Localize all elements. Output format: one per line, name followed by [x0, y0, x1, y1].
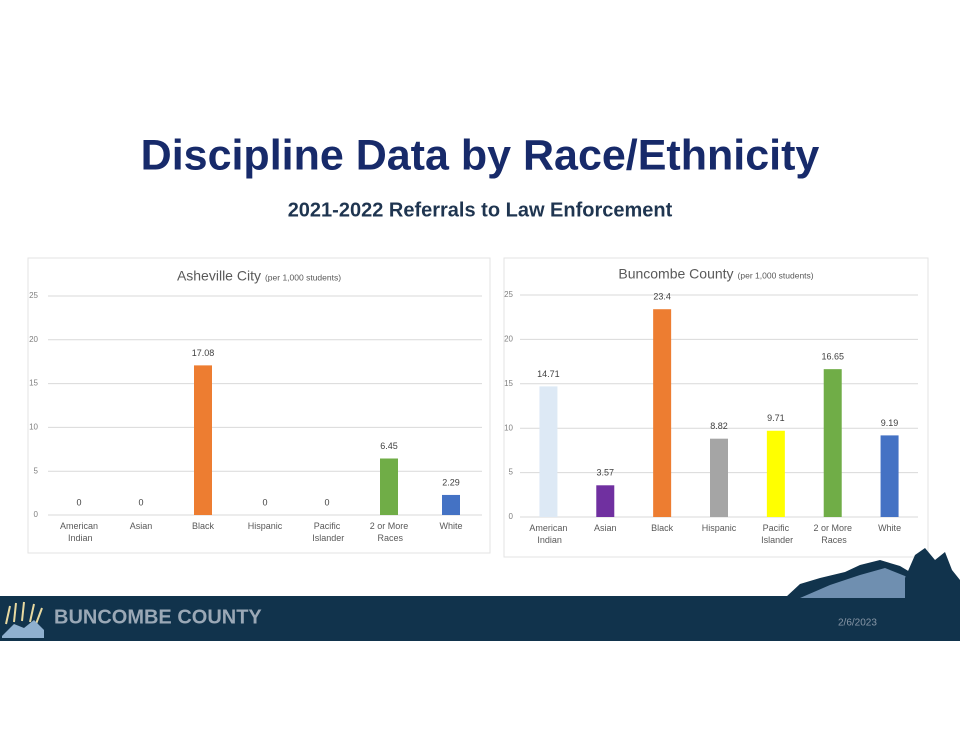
data-label: 3.57	[597, 468, 615, 478]
x-tick-label: Black	[192, 521, 215, 531]
mountain-decoration	[786, 548, 960, 598]
bar	[596, 485, 615, 517]
slide-title: Discipline Data by Race/Ethnicity	[141, 131, 820, 179]
footer-band	[0, 596, 960, 641]
data-label: 0	[138, 497, 143, 507]
y-tick-label: 5	[34, 466, 39, 475]
data-label: 23.4	[653, 292, 671, 302]
data-label: 17.08	[192, 348, 215, 358]
x-tick-label: American Indian	[60, 521, 98, 543]
y-tick-label: 15	[504, 379, 513, 388]
footer-date: 2/6/2023	[838, 618, 877, 629]
data-label: 2.29	[442, 477, 460, 487]
chart-subtitle: (per 1,000 students)	[265, 272, 341, 282]
data-label: 14.71	[537, 369, 560, 379]
x-tick-label: Asian	[130, 521, 153, 531]
chart-title: Buncombe County	[618, 266, 733, 282]
x-tick-label: Hispanic	[702, 523, 737, 533]
bar	[194, 365, 212, 515]
footer-organization: BUNCOMBE COUNTY	[54, 606, 262, 628]
x-tick-label: Pacific Islander	[759, 523, 794, 545]
x-tick-label: White	[878, 523, 901, 533]
data-label: 16.65	[821, 352, 844, 362]
y-tick-label: 25	[504, 290, 513, 299]
data-label: 9.71	[767, 413, 785, 423]
x-tick-label: 2 or More Races	[813, 523, 852, 545]
data-label: 0	[262, 497, 267, 507]
bar	[653, 309, 672, 517]
y-tick-label: 15	[29, 379, 38, 388]
bar	[710, 438, 728, 517]
data-label: 8.82	[710, 421, 728, 431]
bar	[880, 435, 899, 517]
chart-title: Asheville City	[177, 268, 261, 284]
bar	[539, 386, 558, 517]
data-label: 0	[76, 497, 81, 507]
logo	[2, 598, 44, 638]
x-tick-label: Asian	[594, 523, 617, 533]
bar	[823, 369, 842, 517]
y-tick-label: 0	[34, 510, 39, 519]
y-tick-label: 20	[504, 335, 513, 344]
bar	[380, 458, 398, 515]
data-label: 0	[324, 497, 329, 507]
y-tick-label: 0	[509, 512, 514, 521]
x-tick-label: White	[439, 521, 462, 531]
bar	[442, 494, 460, 515]
x-tick-label: 2 or More Races	[370, 521, 409, 543]
x-tick-label: American Indian	[529, 523, 567, 545]
y-tick-label: 10	[29, 423, 38, 432]
y-tick-label: 5	[509, 468, 514, 477]
slide-subtitle: 2021-2022 Referrals to Law Enforcement	[288, 199, 673, 221]
x-tick-label: Black	[651, 523, 674, 533]
x-tick-label: Hispanic	[248, 521, 283, 531]
y-tick-label: 20	[29, 335, 38, 344]
data-label: 9.19	[881, 418, 899, 428]
chart-frame	[27, 257, 491, 554]
data-label: 6.45	[380, 441, 398, 451]
chart-subtitle: (per 1,000 students)	[738, 270, 814, 280]
x-tick-label: Pacific Islander	[310, 521, 345, 543]
y-tick-label: 10	[504, 423, 513, 432]
y-tick-label: 25	[29, 291, 38, 300]
bar	[766, 430, 785, 517]
